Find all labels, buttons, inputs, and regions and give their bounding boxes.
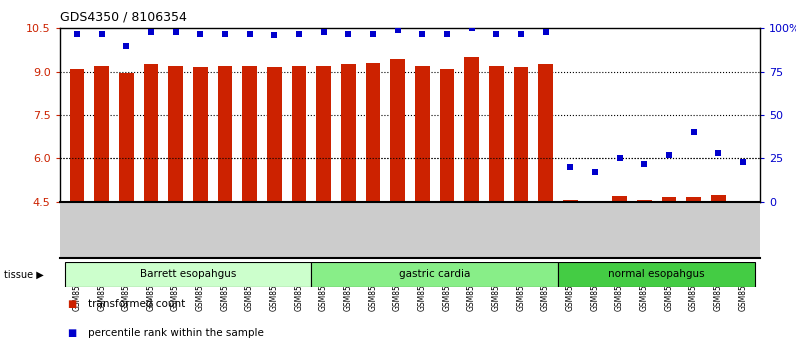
Bar [217, 66, 232, 202]
Point [662, 152, 675, 158]
Bar [64, 262, 311, 287]
Text: gastric cardia: gastric cardia [399, 269, 470, 279]
Bar [464, 57, 479, 202]
Point [219, 31, 232, 36]
Bar [365, 63, 380, 202]
Bar [69, 69, 84, 202]
Point [736, 159, 749, 165]
Point [564, 164, 576, 170]
Bar [242, 66, 257, 202]
Bar [612, 196, 627, 202]
Bar [686, 198, 701, 202]
Bar [94, 66, 109, 202]
Point [293, 31, 306, 36]
Text: GDS4350 / 8106354: GDS4350 / 8106354 [60, 11, 186, 24]
Bar [558, 262, 755, 287]
Bar [311, 262, 558, 287]
Text: ■: ■ [67, 328, 76, 338]
Point [490, 31, 502, 36]
Text: Barrett esopahgus: Barrett esopahgus [140, 269, 236, 279]
Point [613, 156, 626, 161]
Bar [563, 200, 578, 202]
Point [514, 31, 527, 36]
Point [392, 27, 404, 33]
Point [440, 31, 453, 36]
Bar [291, 66, 306, 202]
Text: ■: ■ [67, 299, 76, 309]
Bar [267, 67, 282, 202]
Point [367, 31, 380, 36]
Text: tissue ▶: tissue ▶ [4, 269, 44, 279]
Point [539, 29, 552, 35]
Point [342, 31, 355, 36]
Point [318, 29, 330, 35]
Bar [637, 200, 652, 202]
Point [638, 161, 650, 166]
Bar [661, 198, 677, 202]
Bar [316, 66, 331, 202]
Point [145, 29, 158, 35]
Point [465, 25, 478, 31]
Bar [415, 66, 430, 202]
Point [268, 33, 281, 38]
Bar [489, 66, 504, 202]
Bar [119, 73, 134, 202]
Bar [390, 59, 405, 202]
Bar [143, 64, 158, 202]
Point [96, 31, 108, 36]
Bar [513, 67, 529, 202]
Point [416, 31, 428, 36]
Point [71, 31, 84, 36]
Bar [168, 66, 183, 202]
Text: percentile rank within the sample: percentile rank within the sample [88, 328, 263, 338]
Point [120, 43, 133, 48]
Point [194, 31, 207, 36]
Bar [538, 64, 553, 202]
Bar [711, 195, 726, 202]
Point [170, 29, 182, 35]
Bar [193, 67, 208, 202]
Bar [439, 69, 455, 202]
Point [712, 150, 724, 156]
Text: transformed count: transformed count [88, 299, 185, 309]
Point [687, 130, 700, 135]
Point [244, 31, 256, 36]
Bar [341, 64, 356, 202]
Point [588, 170, 601, 175]
Text: normal esopahgus: normal esopahgus [608, 269, 705, 279]
